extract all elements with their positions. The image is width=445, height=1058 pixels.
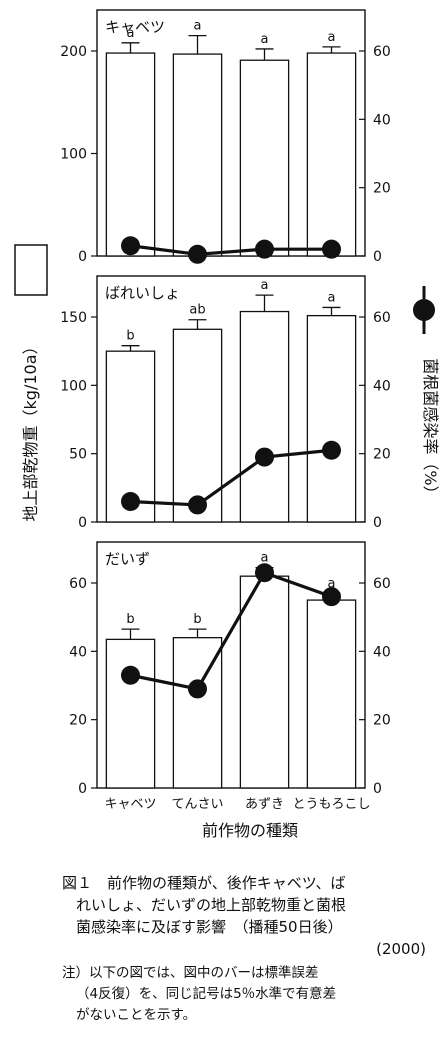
y2-tick-label: 0 — [373, 781, 382, 797]
y-tick-label: 0 — [78, 515, 87, 531]
infection-rate-point — [188, 244, 207, 264]
caption-line-1: 図１ 前作物の種類が、後作キャベツ、ば — [62, 874, 346, 892]
y-tick-label: 100 — [60, 147, 87, 163]
panel-frame — [96, 275, 366, 523]
y2-tick-label: 0 — [373, 515, 382, 531]
infection-rate-line — [130, 448, 332, 507]
note-line-2: （4反復）を、同じ記号は5％水準で有意差 — [76, 986, 337, 1002]
panel-title: キャベツ — [105, 18, 165, 36]
caption-line-2: れいしょ、だいずの地上部乾物重と菌根 — [76, 896, 347, 914]
y2-tick-label: 20 — [373, 713, 391, 729]
figure-caption: 図１ 前作物の種類が、後作キャベツ、ば れいしょ、だいずの地上部乾物重と菌根 菌… — [62, 872, 434, 960]
y-tick-label: 0 — [78, 781, 87, 797]
significance-letter: b — [126, 612, 134, 627]
y-tick-label: 0 — [78, 249, 87, 265]
infection-rate-line — [130, 570, 333, 691]
y2-tick-label: 20 — [373, 447, 391, 463]
significance-letter: a — [328, 30, 336, 45]
caption-line-3: 菌感染率に及ぼす影響 （播種50日後） — [76, 918, 343, 936]
x-tick-label: とうもろこし — [292, 797, 370, 812]
y2-tick-label: 60 — [373, 576, 391, 592]
panel-title: だいず — [105, 550, 150, 568]
caption-year: (2000) — [376, 940, 426, 958]
infection-rate-point — [255, 239, 274, 259]
y2-tick-label: 0 — [373, 249, 382, 265]
y-tick-label: 100 — [60, 378, 87, 394]
bar — [239, 59, 290, 257]
significance-letter: ab — [189, 303, 205, 318]
infection-rate-point — [121, 492, 140, 511]
note-line-3: がないことを示す。 — [76, 1007, 197, 1023]
legend-line-marker — [413, 299, 435, 321]
bar — [306, 52, 357, 257]
infection-rate-point — [121, 236, 140, 256]
y2-tick-label: 40 — [373, 378, 391, 394]
significance-letter: a — [328, 576, 336, 591]
infection-rate-point — [322, 239, 341, 259]
y2-tick-label: 40 — [373, 112, 391, 128]
significance-letter: a — [194, 19, 202, 34]
infection-rate-line — [130, 244, 332, 256]
x-tick-label: あずき — [245, 797, 284, 812]
bar — [239, 310, 290, 523]
bar — [172, 328, 223, 523]
figure-note: 注）以下の図では、図中のバーは標準誤差 （4反復）を、同じ記号は5％水準で有意差… — [62, 963, 434, 1026]
y-tick-label: 200 — [60, 44, 87, 60]
bar — [306, 599, 357, 789]
significance-letter: b — [193, 612, 201, 627]
y-tick-label: 60 — [69, 576, 87, 592]
infection-rate-point — [121, 665, 140, 685]
infection-rate-point — [322, 587, 341, 607]
significance-letter: a — [261, 551, 269, 566]
infection-rate-point — [255, 447, 274, 467]
y2-tick-label: 20 — [373, 181, 391, 197]
x-axis-label: 前作物の種類 — [202, 821, 298, 840]
x-tick-label: てんさい — [171, 797, 223, 812]
bar — [306, 314, 357, 523]
y2-tick-label: 60 — [373, 44, 391, 60]
bar — [172, 53, 223, 257]
significance-letter: b — [126, 329, 134, 344]
panel-frame — [96, 541, 366, 789]
panel-frame — [96, 9, 366, 257]
panel-title: ばれいしょ — [105, 284, 180, 302]
y2-tick-label: 60 — [373, 310, 391, 326]
x-tick-label: キャベツ — [104, 797, 156, 812]
infection-rate-point — [255, 563, 274, 583]
infection-rate-point — [188, 495, 207, 515]
bar — [239, 575, 290, 789]
significance-letter: a — [261, 278, 269, 293]
y-tick-label: 50 — [69, 447, 87, 463]
infection-rate-point — [188, 679, 207, 699]
legend-bar-label: 地上部乾物重（kg/10a） — [21, 339, 40, 522]
bar — [105, 52, 156, 257]
note-line-1: 注）以下の図では、図中のバーは標準誤差 — [62, 965, 319, 981]
y-tick-label: 150 — [60, 310, 87, 326]
significance-letter: a — [127, 26, 135, 41]
significance-letter: a — [261, 32, 269, 47]
legend-line-label: 菌根菌感染率（%） — [421, 358, 440, 501]
infection-rate-point — [322, 440, 341, 460]
bar — [105, 638, 156, 789]
y-tick-label: 40 — [69, 644, 87, 660]
y-tick-label: 20 — [69, 713, 87, 729]
y2-tick-label: 40 — [373, 644, 391, 660]
legend-bar-swatch — [14, 244, 48, 296]
significance-letter: a — [328, 290, 336, 305]
figure: 地上部乾物重（kg/10a） 菌根菌感染率（%） キャベツ01002000204… — [14, 9, 440, 840]
